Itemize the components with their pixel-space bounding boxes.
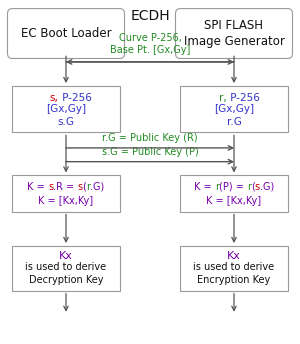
FancyBboxPatch shape	[180, 175, 288, 212]
Text: is used to derive: is used to derive	[26, 262, 106, 272]
Text: is used to derive: is used to derive	[194, 262, 274, 272]
Text: [Gx,Gy]: [Gx,Gy]	[46, 104, 86, 114]
Text: (: (	[251, 182, 255, 192]
FancyBboxPatch shape	[12, 246, 120, 291]
Text: .R =: .R =	[53, 182, 77, 192]
Text: r: r	[215, 182, 219, 192]
Text: P-256: P-256	[59, 93, 92, 103]
Text: s: s	[255, 182, 260, 192]
Text: s,: s,	[50, 93, 58, 103]
FancyBboxPatch shape	[12, 175, 120, 212]
Text: K =: K =	[27, 182, 48, 192]
FancyBboxPatch shape	[180, 246, 288, 291]
Text: r.G = Public Key (R): r.G = Public Key (R)	[102, 133, 198, 143]
Text: r.G: r.G	[226, 117, 242, 127]
Text: r,: r,	[219, 93, 226, 103]
Text: K = [Kx,Ky]: K = [Kx,Ky]	[206, 196, 262, 206]
FancyBboxPatch shape	[8, 9, 124, 58]
Text: r: r	[247, 182, 251, 192]
FancyBboxPatch shape	[180, 86, 288, 132]
FancyBboxPatch shape	[12, 86, 120, 132]
Text: ECDH: ECDH	[130, 9, 170, 23]
Text: s: s	[77, 182, 83, 192]
Text: Decryption Key: Decryption Key	[29, 275, 103, 285]
Text: EC Boot Loader: EC Boot Loader	[21, 27, 111, 40]
Text: Encryption Key: Encryption Key	[197, 275, 271, 285]
Text: SPI FLASH
Image Generator: SPI FLASH Image Generator	[184, 19, 284, 48]
Text: Kx: Kx	[227, 251, 241, 261]
Text: r: r	[86, 182, 90, 192]
Text: [Gx,Gy]: [Gx,Gy]	[214, 104, 254, 114]
Text: s.G = Public Key (P): s.G = Public Key (P)	[102, 147, 198, 157]
Text: P-256: P-256	[227, 93, 260, 103]
Text: .G): .G)	[90, 182, 105, 192]
Text: .G): .G)	[260, 182, 274, 192]
Text: K = [Kx,Ky]: K = [Kx,Ky]	[38, 196, 94, 206]
Text: s: s	[48, 182, 53, 192]
Text: (P) =: (P) =	[219, 182, 247, 192]
FancyBboxPatch shape	[176, 9, 292, 58]
Text: Curve P-256,
Base Pt. [Gx,Gy]: Curve P-256, Base Pt. [Gx,Gy]	[110, 33, 190, 55]
Text: s.G: s.G	[58, 117, 74, 127]
Text: Kx: Kx	[59, 251, 73, 261]
Text: (: (	[82, 182, 86, 192]
Text: K =: K =	[194, 182, 215, 192]
